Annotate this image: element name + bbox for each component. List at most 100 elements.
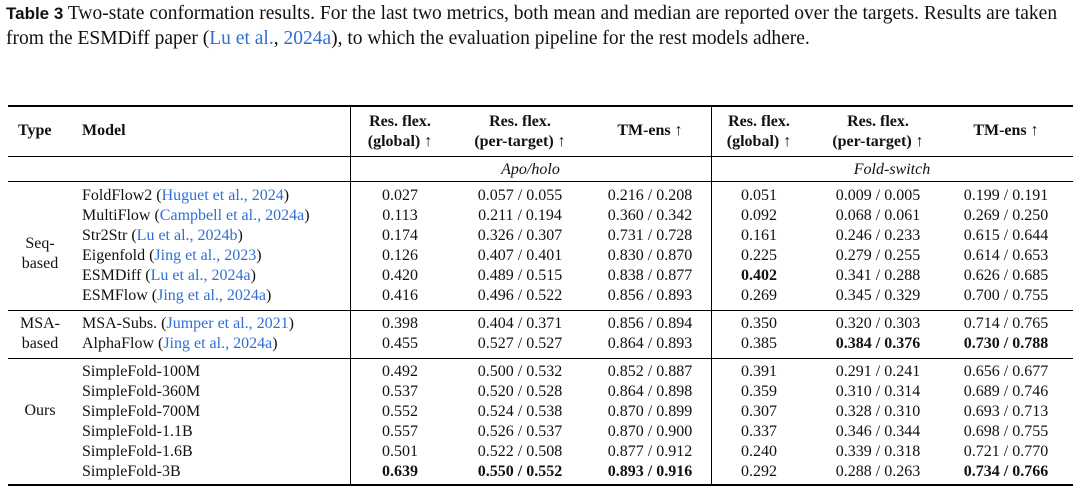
citation-paren-open: (	[151, 287, 158, 304]
metric-cell: 0.216 / 0.208	[607, 187, 693, 204]
header-rule	[8, 156, 1073, 157]
metric-cell: 0.291 / 0.241	[835, 363, 921, 380]
metric-cell: 0.714 / 0.765	[963, 315, 1049, 332]
metric-cell: 0.689 / 0.746	[963, 383, 1049, 400]
model-name: SimpleFold-360M	[82, 383, 201, 400]
caption-citation-year[interactable]: 2024a	[283, 27, 332, 49]
table-label: Table 3	[6, 4, 64, 23]
citation-paren-open: (	[154, 207, 160, 224]
metric-cell: 0.269 / 0.250	[963, 207, 1049, 224]
metric-cell: 0.402	[741, 267, 777, 284]
model-name: AlphaFlow	[82, 335, 158, 352]
model-citation-link[interactable]: Jing et al., 2024a	[163, 335, 273, 352]
metric-cell: 0.161	[741, 227, 777, 244]
model-name: SimpleFold-1.6B	[82, 443, 193, 460]
metric-cell: 0.341 / 0.288	[835, 267, 921, 284]
metric-cell: 0.893 / 0.916	[607, 463, 693, 480]
model-citation-link[interactable]: Jing et al., 2023	[154, 247, 257, 264]
metric-cell: 0.552	[382, 403, 418, 420]
model-citation-link[interactable]: Lu et al., 2024b	[136, 227, 238, 244]
table-row: SimpleFold-700M 0.552 0.524 / 0.538 0.870 /…	[0, 402, 1080, 422]
citation-paren-open: (	[158, 335, 164, 352]
metric-cell: 0.240	[741, 443, 777, 460]
metric-cell: 0.864 / 0.898	[607, 383, 693, 400]
metric-cell: 0.288 / 0.263	[835, 463, 921, 480]
model-name: FoldFlow2	[82, 187, 157, 204]
model-name-cell: Eigenfold (Jing et al., 2023)	[82, 246, 262, 266]
metric-cell: 0.492	[382, 363, 418, 380]
group-type-ours: Ours	[24, 402, 56, 419]
metric-cell: 0.731 / 0.728	[607, 227, 693, 244]
table-row: Eigenfold (Jing et al., 2023) 0.126 0.407 …	[0, 246, 1080, 266]
caption-citation-author[interactable]: Lu et al.	[209, 27, 274, 49]
metric-cell: 0.385	[741, 335, 777, 352]
header-col-6: TM-ens ↑	[973, 122, 1039, 139]
metric-cell: 0.246 / 0.233	[835, 227, 921, 244]
table-row: SimpleFold-100M 0.492 0.500 / 0.532 0.852 /…	[0, 362, 1080, 382]
metric-cell: 0.307	[741, 403, 777, 420]
metric-cell: 0.346 / 0.344	[835, 423, 921, 440]
model-citation-link[interactable]: Jing et al., 2024a	[157, 287, 266, 304]
metric-cell: 0.838 / 0.877	[607, 267, 693, 284]
table-caption: Table 3 Two-state conformation results. …	[6, 2, 1074, 51]
model-citation-link[interactable]: Huguet et al., 2024	[161, 187, 284, 204]
metric-cell: 0.009 / 0.005	[835, 187, 921, 204]
group-label-apo-holo: Apo/holo	[501, 161, 560, 178]
metric-cell: 0.225	[741, 247, 777, 264]
header-col-5-line2: (per-target) ↑	[832, 133, 924, 150]
model-name-cell: SimpleFold-1.6B	[82, 442, 193, 462]
metric-cell: 0.174	[382, 227, 418, 244]
metric-cell: 0.057 / 0.055	[477, 187, 563, 204]
metric-cell: 0.877 / 0.912	[607, 443, 693, 460]
citation-paren-open: (	[161, 315, 167, 332]
metric-cell: 0.199 / 0.191	[963, 187, 1049, 204]
header-col-2-line2: (per-target) ↑	[474, 133, 566, 150]
citation-paren-open: (	[131, 227, 137, 244]
citation-paren-open: (	[145, 267, 151, 284]
header-col-3: TM-ens ↑	[617, 122, 683, 139]
table-row: MultiFlow (Campbell et al., 2024a) 0.113 0…	[0, 206, 1080, 226]
model-name-cell: ESMFlow (Jing et al., 2024a)	[82, 286, 271, 306]
metric-cell: 0.870 / 0.900	[607, 423, 693, 440]
metric-cell: 0.350	[741, 315, 777, 332]
metric-cell: 0.407 / 0.401	[477, 247, 563, 264]
metric-cell: 0.614 / 0.653	[963, 247, 1049, 264]
table-row: FoldFlow2 (Huguet et al., 2024) 0.027 0.05…	[0, 186, 1080, 206]
model-citation-link[interactable]: Campbell et al., 2024a	[159, 207, 305, 224]
column-separator-left	[350, 107, 351, 484]
model-name-cell: SimpleFold-100M	[82, 362, 200, 382]
table-row: Str2Str (Lu et al., 2024b) 0.174 0.326 / 0…	[0, 226, 1080, 246]
model-name-cell: MultiFlow (Campbell et al., 2024a)	[82, 206, 310, 226]
metric-cell: 0.404 / 0.371	[477, 315, 563, 332]
model-name-cell: SimpleFold-1.1B	[82, 422, 193, 442]
metric-cell: 0.700 / 0.755	[963, 287, 1049, 304]
model-citation-link[interactable]: Lu et al., 2024a	[150, 267, 251, 284]
model-name-cell: MSA-Subs. (Jumper et al., 2021)	[82, 314, 294, 334]
header-col-5-line1: Res. flex.	[847, 113, 909, 130]
model-name: ESMFlow	[82, 287, 152, 304]
metric-cell: 0.615 / 0.644	[963, 227, 1049, 244]
group-rule-1	[8, 310, 1073, 311]
header-col-1-line2: (global) ↑	[367, 133, 433, 150]
metric-cell: 0.520 / 0.528	[477, 383, 563, 400]
table-row: ESMDiff (Lu et al., 2024a) 0.420 0.489 / 0…	[0, 266, 1080, 286]
metric-cell: 0.721 / 0.770	[963, 443, 1049, 460]
model-name-cell: FoldFlow2 (Huguet et al., 2024)	[82, 186, 289, 206]
metric-cell: 0.489 / 0.515	[477, 267, 563, 284]
metric-cell: 0.527 / 0.527	[477, 335, 563, 352]
metric-cell: 0.310 / 0.314	[835, 383, 921, 400]
table-row: AlphaFlow (Jing et al., 2024a) 0.455 0.527…	[0, 334, 1080, 354]
metric-cell: 0.279 / 0.255	[835, 247, 921, 264]
metric-cell: 0.856 / 0.893	[607, 287, 693, 304]
citation-paren-close: )	[283, 187, 290, 204]
model-name: Str2Str	[82, 227, 132, 244]
header-col-4-line2: (global) ↑	[726, 133, 792, 150]
model-name-cell: AlphaFlow (Jing et al., 2024a)	[82, 334, 278, 354]
metric-cell: 0.113	[382, 207, 418, 224]
table-row: SimpleFold-1.6B 0.501 0.522 / 0.508 0.877 /…	[0, 442, 1080, 462]
group-type-msa-line1: MSA-	[19, 315, 60, 332]
model-citation-link[interactable]: Jumper et al., 2021	[166, 315, 289, 332]
metric-cell: 0.320 / 0.303	[835, 315, 921, 332]
metric-cell: 0.092	[741, 207, 777, 224]
metric-cell: 0.734 / 0.766	[963, 463, 1049, 480]
